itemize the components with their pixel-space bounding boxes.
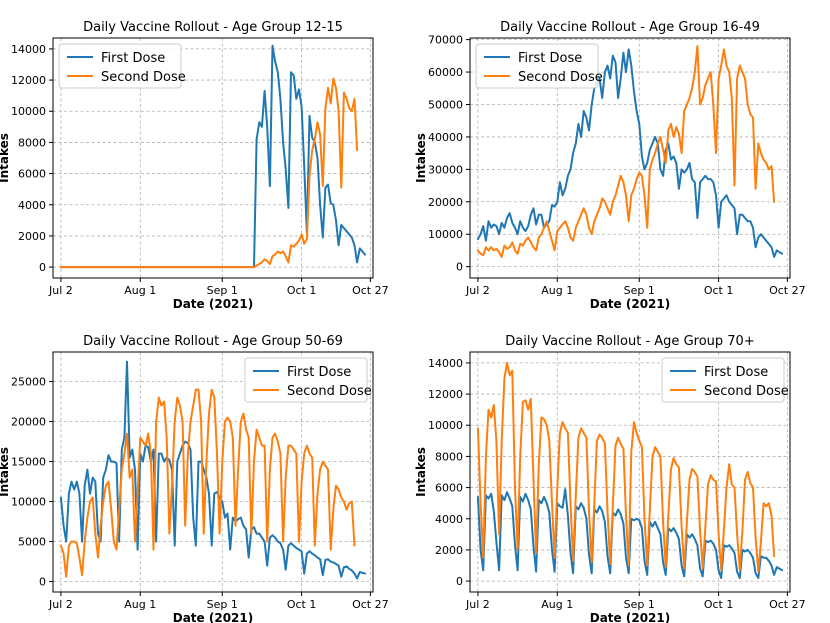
y-tick-label: 40000: [428, 131, 463, 144]
x-tick-label: Jul 2: [465, 598, 490, 611]
legend: First Dose Second Dose: [661, 357, 789, 403]
series-line-second-dose: [476, 361, 776, 573]
x-axis-label: Date (2021): [590, 611, 670, 623]
y-tick-label: 12000: [428, 388, 463, 401]
y-tick-label: 8000: [435, 450, 463, 463]
x-tick-label: Oct 27: [352, 284, 389, 297]
y-tick-label: 20000: [11, 416, 46, 429]
series-line-first-dose: [59, 360, 367, 580]
y-tick-label: 0: [39, 576, 46, 589]
plot-frame: [469, 351, 791, 593]
x-tick-label: Aug 1: [541, 598, 573, 611]
y-tick-label: 5000: [18, 536, 46, 549]
x-tick-label: Oct 1: [704, 284, 734, 297]
y-tick-label: 50000: [428, 98, 463, 111]
y-tick-label: 70000: [428, 34, 463, 47]
chart-panel-3: Daily Vaccine Rollout - Age Group 50-69 0…: [0, 334, 389, 623]
chart-title: Daily Vaccine Rollout - Age Group 50-69: [83, 334, 343, 349]
x-tick-label: Oct 1: [704, 598, 734, 611]
x-axis-label: Date (2021): [173, 297, 253, 311]
x-axis-label: Date (2021): [590, 297, 670, 311]
y-tick-label: 25000: [11, 376, 46, 389]
legend-label-second-dose: Second Dose: [287, 384, 372, 399]
series-line-first-dose: [59, 44, 367, 269]
y-tick-label: 14000: [11, 43, 46, 56]
legend-label-first-dose: First Dose: [287, 365, 351, 380]
y-axis-label: Intakes: [414, 133, 428, 183]
chart-panel-4: Daily Vaccine Rollout - Age Group 70+ 0 20…: [414, 334, 806, 623]
y-tick-label: 30000: [428, 163, 463, 176]
plot-frame: [469, 37, 791, 279]
y-tick-label: 0: [456, 261, 463, 274]
chart-title: Daily Vaccine Rollout - Age Group 12-15: [83, 20, 343, 35]
y-tick-label: 6000: [18, 168, 46, 181]
legend-label-second-dose: Second Dose: [101, 70, 186, 85]
y-tick-label: 4000: [435, 513, 463, 526]
x-tick-label: Aug 1: [124, 598, 156, 611]
y-tick-label: 0: [39, 261, 46, 274]
y-tick-label: 0: [456, 575, 463, 588]
y-tick-label: 6000: [435, 482, 463, 495]
chart-title: Daily Vaccine Rollout - Age Group 70+: [505, 334, 754, 349]
y-axis-label: Intakes: [0, 133, 11, 183]
plot-frame: [52, 351, 374, 593]
plot-frame: [52, 37, 374, 279]
y-axis-label: Intakes: [414, 447, 428, 497]
x-tick-label: Oct 1: [287, 284, 317, 297]
legend-label-second-dose: Second Dose: [704, 384, 789, 399]
x-axis-label: Date (2021): [173, 611, 253, 623]
chart-panel-2: Daily Vaccine Rollout - Age Group 16-49 0…: [414, 20, 806, 311]
legend: First Dose Second Dose: [244, 357, 372, 403]
y-tick-label: 60000: [428, 66, 463, 79]
y-tick-label: 15000: [11, 456, 46, 469]
x-tick-label: Sep 1: [207, 284, 238, 297]
x-tick-label: Oct 27: [352, 598, 389, 611]
x-tick-label: Oct 27: [769, 284, 806, 297]
y-tick-label: 10000: [11, 105, 46, 118]
legend-label-first-dose: First Dose: [101, 51, 165, 66]
x-tick-label: Aug 1: [541, 284, 573, 297]
chart-panel-1: Daily Vaccine Rollout - Age Group 12-15 0…: [0, 20, 389, 311]
series-line-second-dose: [59, 77, 359, 269]
y-tick-label: 10000: [11, 496, 46, 509]
legend-label-first-dose: First Dose: [704, 365, 768, 380]
x-tick-label: Aug 1: [124, 284, 156, 297]
chart-title: Daily Vaccine Rollout - Age Group 16-49: [500, 20, 760, 35]
y-tick-label: 20000: [428, 196, 463, 209]
x-tick-label: Jul 2: [465, 284, 490, 297]
series-line-first-dose: [476, 48, 784, 258]
y-tick-label: 12000: [11, 74, 46, 87]
y-tick-label: 10000: [428, 419, 463, 432]
legend-label-first-dose: First Dose: [518, 51, 582, 66]
x-tick-label: Sep 1: [624, 598, 655, 611]
x-tick-label: Sep 1: [207, 598, 238, 611]
series-line-second-dose: [59, 388, 356, 578]
y-tick-label: 14000: [428, 357, 463, 370]
legend: First Dose Second Dose: [475, 43, 603, 89]
x-tick-label: Jul 2: [48, 284, 73, 297]
y-tick-label: 4000: [18, 199, 46, 212]
y-tick-label: 8000: [18, 136, 46, 149]
x-tick-label: Oct 1: [287, 598, 317, 611]
x-tick-label: Jul 2: [48, 598, 73, 611]
y-tick-label: 2000: [18, 230, 46, 243]
y-tick-label: 2000: [435, 544, 463, 557]
legend: First Dose Second Dose: [58, 43, 186, 89]
x-tick-label: Sep 1: [624, 284, 655, 297]
series-line-second-dose: [476, 45, 776, 258]
y-tick-label: 10000: [428, 228, 463, 241]
x-tick-label: Oct 27: [769, 598, 806, 611]
y-axis-label: Intakes: [0, 447, 11, 497]
legend-label-second-dose: Second Dose: [518, 70, 603, 85]
